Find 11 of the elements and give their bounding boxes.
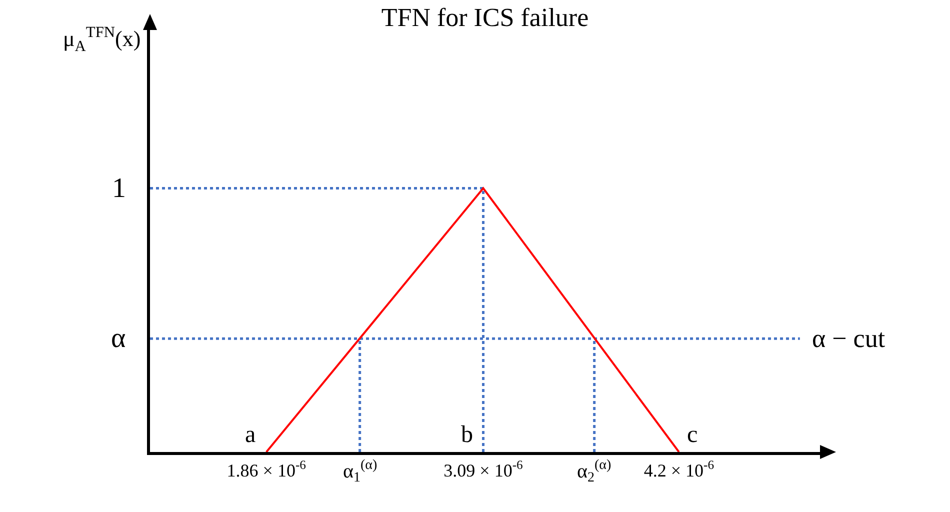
annotation: a [245, 422, 256, 448]
text: μ$_{A}$$^{TFN}$(x) [63, 24, 141, 55]
chart-title: TFN for ICS failure [381, 2, 589, 32]
x-tick-label: 4.2 × 10$^{-6}$ [644, 458, 714, 481]
x-tick-label: 3.09 × 10$^{-6}$ [444, 458, 523, 481]
annotation: α − cut [812, 324, 886, 353]
annotation: c [687, 422, 698, 448]
x-tick-label: 1.86 × 10$^{-6}$ [226, 458, 306, 481]
annotation: b [461, 422, 473, 448]
ref-line-label: 1 [112, 173, 126, 204]
ref-line-label: α [111, 323, 126, 354]
